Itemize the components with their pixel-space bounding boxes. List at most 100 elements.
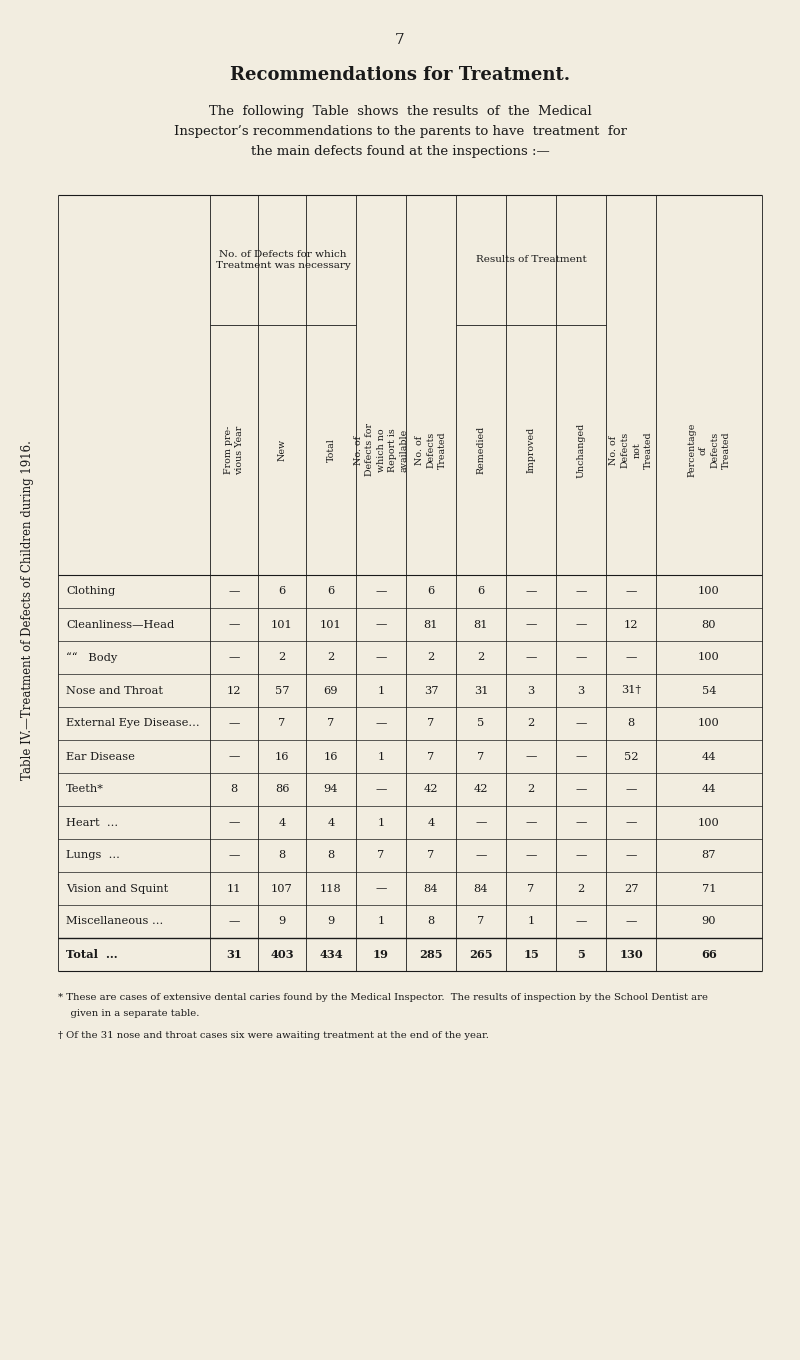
Text: 434: 434 bbox=[319, 949, 343, 960]
Text: 6: 6 bbox=[427, 586, 434, 597]
Text: 7: 7 bbox=[478, 917, 485, 926]
Text: Nose and Throat: Nose and Throat bbox=[66, 685, 163, 695]
Text: Vision and Squint: Vision and Squint bbox=[66, 884, 168, 894]
Text: Total: Total bbox=[326, 438, 335, 462]
Text: Table IV.—Treatment of Defects of Children during 1916.: Table IV.—Treatment of Defects of Childr… bbox=[22, 441, 34, 779]
Text: 2: 2 bbox=[578, 884, 585, 894]
Text: —: — bbox=[228, 586, 240, 597]
Text: Recommendations for Treatment.: Recommendations for Treatment. bbox=[230, 67, 570, 84]
Text: 403: 403 bbox=[270, 949, 294, 960]
Text: Unchanged: Unchanged bbox=[577, 423, 586, 477]
Text: 1: 1 bbox=[378, 752, 385, 762]
Text: Percentage
of
Defects
Treated: Percentage of Defects Treated bbox=[687, 423, 730, 477]
Text: 12: 12 bbox=[624, 620, 638, 630]
Text: —: — bbox=[575, 653, 586, 662]
Text: * These are cases of extensive dental caries found by the Medical Inspector.  Th: * These are cases of extensive dental ca… bbox=[58, 993, 708, 1002]
Text: —: — bbox=[575, 586, 586, 597]
Text: —: — bbox=[575, 917, 586, 926]
Text: † Of the 31 nose and throat cases six were awaiting treatment at the end of the : † Of the 31 nose and throat cases six we… bbox=[58, 1031, 489, 1040]
Text: 107: 107 bbox=[271, 884, 293, 894]
Text: Cleanliness—Head: Cleanliness—Head bbox=[66, 620, 174, 630]
Text: 19: 19 bbox=[373, 949, 389, 960]
Text: 52: 52 bbox=[624, 752, 638, 762]
Text: 8: 8 bbox=[627, 718, 634, 729]
Text: ““   Body: ““ Body bbox=[66, 651, 118, 662]
Text: 81: 81 bbox=[474, 620, 488, 630]
Text: 27: 27 bbox=[624, 884, 638, 894]
Text: 37: 37 bbox=[424, 685, 438, 695]
Text: 71: 71 bbox=[702, 884, 716, 894]
Text: No. of Defects for which
Treatment was necessary: No. of Defects for which Treatment was n… bbox=[216, 250, 350, 271]
Text: 9: 9 bbox=[278, 917, 286, 926]
Text: 130: 130 bbox=[619, 949, 643, 960]
Text: 7: 7 bbox=[427, 752, 434, 762]
Text: 101: 101 bbox=[320, 620, 342, 630]
Text: 44: 44 bbox=[702, 785, 716, 794]
Text: Improved: Improved bbox=[526, 427, 535, 473]
Text: —: — bbox=[526, 850, 537, 861]
Text: Inspector’s recommendations to the parents to have  treatment  for: Inspector’s recommendations to the paren… bbox=[174, 125, 626, 139]
Text: 87: 87 bbox=[702, 850, 716, 861]
Text: 265: 265 bbox=[470, 949, 493, 960]
Text: 69: 69 bbox=[324, 685, 338, 695]
Text: New: New bbox=[278, 439, 286, 461]
Text: 9: 9 bbox=[327, 917, 334, 926]
Text: No. of
Defects
not
Treated: No. of Defects not Treated bbox=[610, 431, 653, 469]
Text: —: — bbox=[526, 817, 537, 827]
Text: —: — bbox=[575, 785, 586, 794]
Text: 6: 6 bbox=[278, 586, 286, 597]
Text: Lungs  ...: Lungs ... bbox=[66, 850, 120, 861]
Text: 1: 1 bbox=[527, 917, 534, 926]
Text: 8: 8 bbox=[230, 785, 238, 794]
Text: 94: 94 bbox=[324, 785, 338, 794]
Text: 6: 6 bbox=[478, 586, 485, 597]
Text: —: — bbox=[228, 653, 240, 662]
Text: —: — bbox=[626, 850, 637, 861]
Text: —: — bbox=[526, 752, 537, 762]
Text: —: — bbox=[375, 884, 386, 894]
Text: 1: 1 bbox=[378, 685, 385, 695]
Text: Teeth*: Teeth* bbox=[66, 785, 104, 794]
Text: 7: 7 bbox=[427, 850, 434, 861]
Text: 1: 1 bbox=[378, 917, 385, 926]
Text: —: — bbox=[526, 653, 537, 662]
Text: Clothing: Clothing bbox=[66, 586, 115, 597]
Text: —: — bbox=[626, 917, 637, 926]
Text: —: — bbox=[526, 620, 537, 630]
Text: —: — bbox=[575, 718, 586, 729]
Text: —: — bbox=[375, 586, 386, 597]
Text: Miscellaneous ...: Miscellaneous ... bbox=[66, 917, 163, 926]
Text: 100: 100 bbox=[698, 718, 720, 729]
Text: —: — bbox=[626, 817, 637, 827]
Text: 7: 7 bbox=[378, 850, 385, 861]
Text: 7: 7 bbox=[527, 884, 534, 894]
Text: 86: 86 bbox=[274, 785, 290, 794]
Text: 1: 1 bbox=[378, 817, 385, 827]
Text: 3: 3 bbox=[578, 685, 585, 695]
Text: 3: 3 bbox=[527, 685, 534, 695]
Text: —: — bbox=[228, 620, 240, 630]
Text: —: — bbox=[375, 718, 386, 729]
Text: 8: 8 bbox=[278, 850, 286, 861]
Text: —: — bbox=[375, 620, 386, 630]
Text: 7: 7 bbox=[327, 718, 334, 729]
Text: 4: 4 bbox=[327, 817, 334, 827]
Text: 7: 7 bbox=[478, 752, 485, 762]
Text: —: — bbox=[575, 850, 586, 861]
Text: 4: 4 bbox=[427, 817, 434, 827]
Text: No. of
Defects
Treated: No. of Defects Treated bbox=[415, 431, 447, 469]
Text: given in a separate table.: given in a separate table. bbox=[58, 1009, 199, 1019]
Text: 100: 100 bbox=[698, 653, 720, 662]
Text: 44: 44 bbox=[702, 752, 716, 762]
Text: —: — bbox=[228, 817, 240, 827]
Text: 11: 11 bbox=[226, 884, 242, 894]
Text: 7: 7 bbox=[427, 718, 434, 729]
Text: 81: 81 bbox=[424, 620, 438, 630]
Text: 90: 90 bbox=[702, 917, 716, 926]
Text: —: — bbox=[626, 653, 637, 662]
Text: 4: 4 bbox=[278, 817, 286, 827]
Text: 7: 7 bbox=[278, 718, 286, 729]
Text: 12: 12 bbox=[226, 685, 242, 695]
Text: 42: 42 bbox=[424, 785, 438, 794]
Text: 7: 7 bbox=[395, 33, 405, 48]
